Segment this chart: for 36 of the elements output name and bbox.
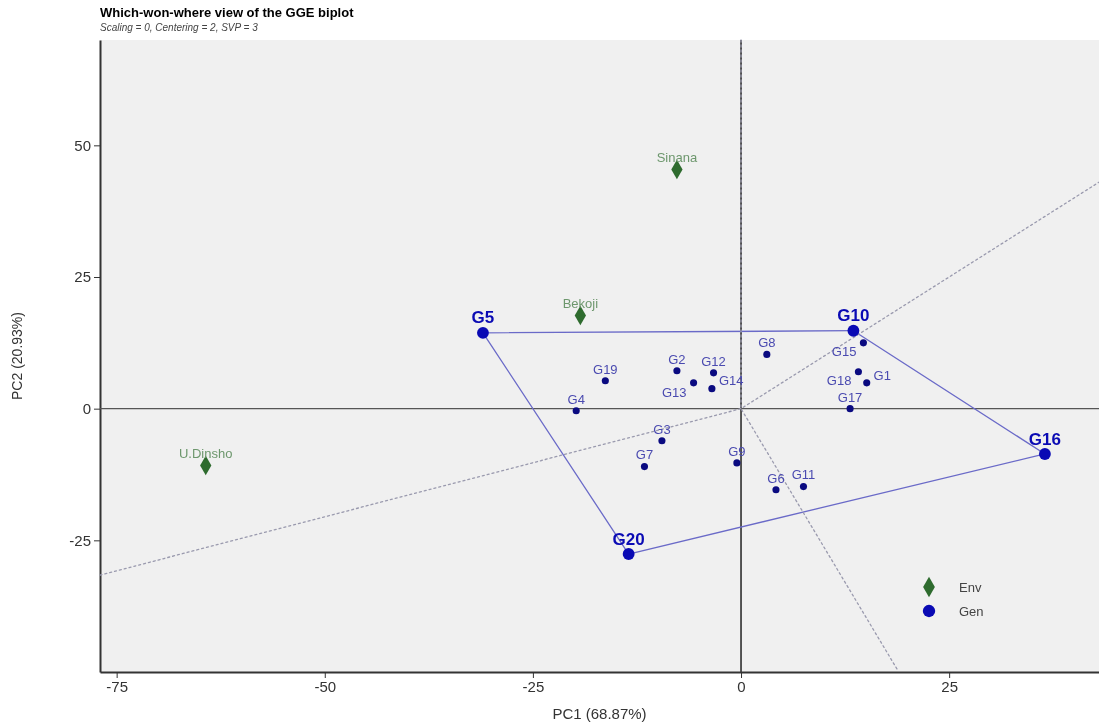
x-axis-title: PC1 (68.87%) (552, 705, 647, 722)
annotation: G11 (791, 467, 816, 483)
annotation: Bekoji (562, 296, 599, 312)
y-tick-label: -25 (69, 531, 91, 549)
annotation: G10 (837, 306, 870, 326)
annotation: G3 (653, 421, 671, 437)
y-tick-label: 25 (74, 268, 91, 286)
annotation: G4 (567, 391, 585, 407)
legend-label: Env (959, 579, 982, 595)
annotation: Sinana (656, 150, 698, 166)
chart-subtitle: Scaling = 0, Centering = 2, SVP = 3 (100, 22, 259, 33)
annotation: G15 (831, 344, 857, 360)
annotation: G12 (701, 353, 726, 369)
annotation: G5 (471, 308, 495, 328)
x-tick-label: 0 (737, 677, 746, 695)
annotation: G19 (593, 361, 618, 377)
annotation: G7 (635, 447, 654, 463)
annotation: G8 (758, 335, 776, 351)
legend-label: Gen (959, 603, 984, 619)
x-tick-label: -25 (522, 677, 545, 695)
y-tick-label: 0 (82, 399, 91, 417)
annotation: G1 (873, 367, 891, 383)
annotation: G16 (1028, 429, 1061, 449)
annotation: G2 (668, 351, 686, 367)
annotation: G18 (826, 373, 852, 389)
y-axis-title: PC2 (20.93%) (9, 312, 25, 400)
annotation: U.Dinsho (178, 446, 233, 462)
chart-title: Which-won-where view of the GGE biplot (100, 5, 355, 20)
x-tick-label: 25 (941, 677, 958, 695)
annotation: G20 (612, 529, 645, 549)
x-tick-label: -75 (106, 677, 128, 695)
annotation: G17 (837, 389, 863, 405)
annotation: G6 (767, 470, 785, 486)
annotation: G13 (661, 384, 687, 400)
y-tick-label: 50 (74, 136, 91, 154)
x-tick-label: -50 (314, 677, 337, 695)
